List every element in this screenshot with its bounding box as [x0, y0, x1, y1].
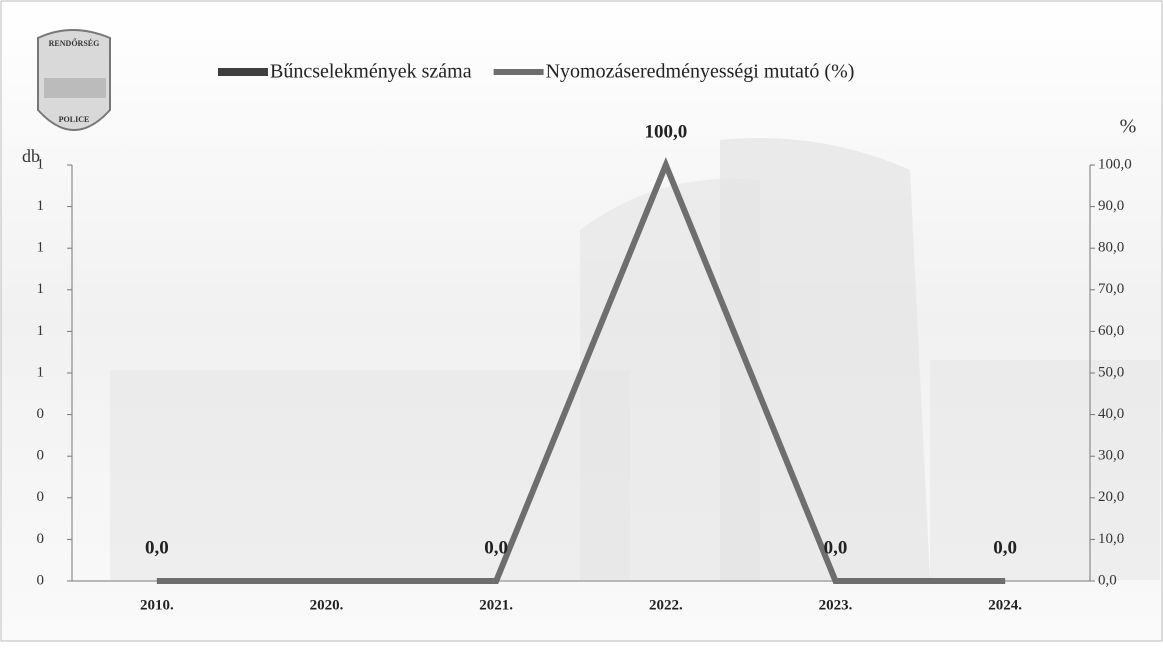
- y2-tick-label: 80,0: [1098, 240, 1124, 256]
- y-tick-label: 1: [37, 240, 45, 256]
- logo-top: RENDŐRSÉG: [49, 38, 100, 48]
- y2-tick-label: 100,0: [1098, 156, 1132, 172]
- y-tick-label: 0: [37, 572, 45, 588]
- value-label: 0,0: [484, 537, 508, 558]
- y-tick-label: 1: [37, 281, 45, 297]
- y-tick-label: 1: [37, 198, 45, 214]
- y-axis-label: db: [22, 146, 40, 166]
- x-tick-label: 2022.: [649, 597, 683, 613]
- background-building: [110, 138, 1160, 581]
- line: [156, 157, 1006, 584]
- y2-tick-label: 50,0: [1098, 364, 1124, 380]
- y-tick-label: 0: [37, 406, 45, 422]
- x-tick-label: 2023.: [819, 597, 853, 613]
- y2-tick-label: 0,0: [1098, 572, 1117, 588]
- x-tick-label: 2024.: [988, 597, 1022, 613]
- logo-bottom: POLICE: [59, 115, 90, 124]
- x-tick-label: 2010.: [140, 597, 174, 613]
- y-tick-label: 0: [37, 531, 45, 547]
- y-tick-label: 1: [37, 364, 45, 380]
- police-logo: RENDŐRSÉG POLICE: [37, 29, 111, 131]
- value-label: 100,0: [644, 121, 687, 142]
- legend-label: Nyomozáseredményességi mutató (%): [546, 61, 855, 83]
- y-tick-label: 1: [37, 156, 45, 172]
- x-tick-label: 2021.: [479, 597, 513, 613]
- y2-tick-label: 40,0: [1098, 406, 1124, 422]
- y-tick-label: 1: [37, 323, 45, 339]
- x-tick-label: 2020.: [310, 597, 344, 613]
- y2-axis-label: %: [1120, 116, 1137, 138]
- value-label: 0,0: [824, 537, 848, 558]
- value-label: 0,0: [993, 537, 1017, 558]
- y-tick-label: 0: [37, 489, 45, 505]
- y-tick-label: 0: [37, 448, 45, 464]
- y2-tick-label: 60,0: [1098, 323, 1124, 339]
- value-label: 0,0: [145, 537, 169, 558]
- y2-tick-label: 20,0: [1098, 489, 1124, 505]
- y2-tick-label: 10,0: [1098, 531, 1124, 547]
- y2-tick-label: 70,0: [1098, 281, 1124, 297]
- legend-swatch: [218, 68, 268, 76]
- legend-label: Bűncselekmények száma: [270, 61, 472, 83]
- y2-tick-label: 90,0: [1098, 198, 1124, 214]
- y2-tick-label: 30,0: [1098, 448, 1124, 464]
